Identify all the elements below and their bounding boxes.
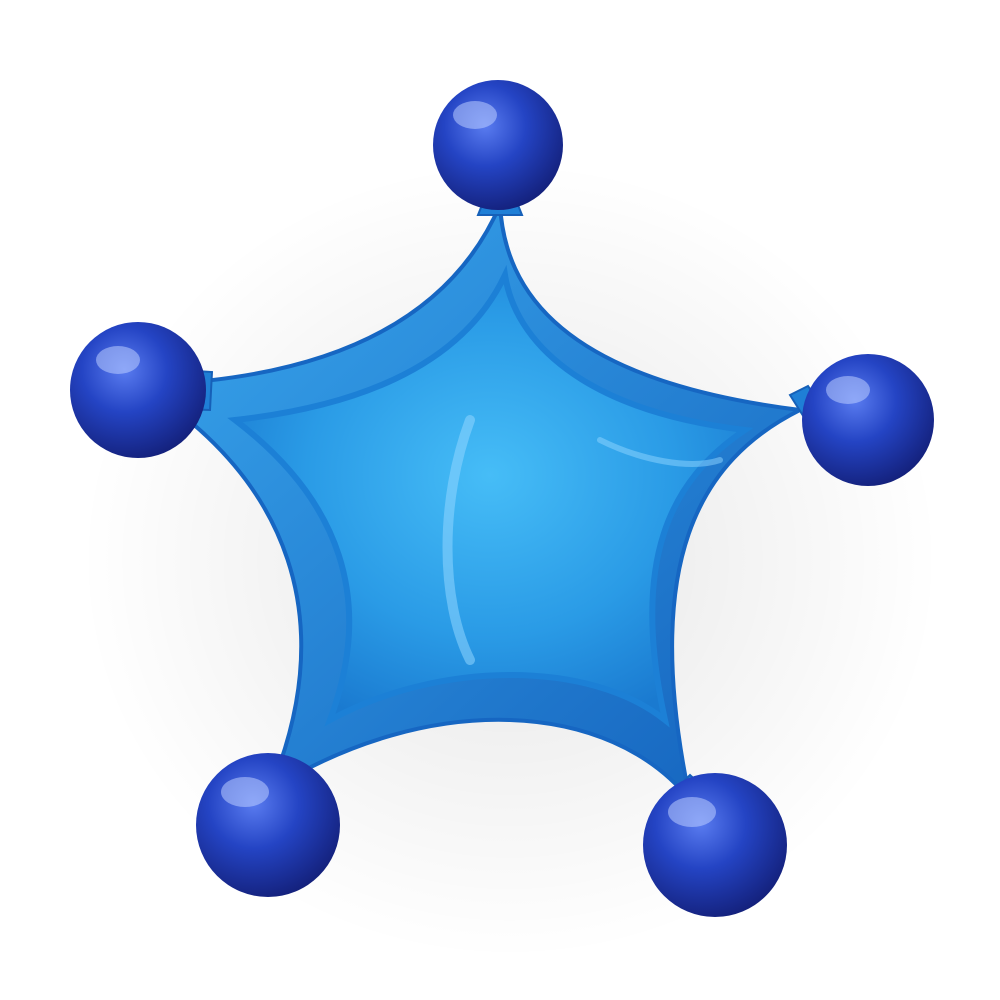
star-face xyxy=(227,264,754,728)
massage-ball xyxy=(433,80,563,210)
massage-ball xyxy=(643,773,787,917)
massage-ball xyxy=(802,354,934,486)
massage-ball xyxy=(196,753,340,897)
massage-balls xyxy=(70,80,934,917)
gloss-highlight xyxy=(442,415,475,665)
gloss-highlight xyxy=(597,437,723,467)
massage-ball xyxy=(70,322,206,458)
